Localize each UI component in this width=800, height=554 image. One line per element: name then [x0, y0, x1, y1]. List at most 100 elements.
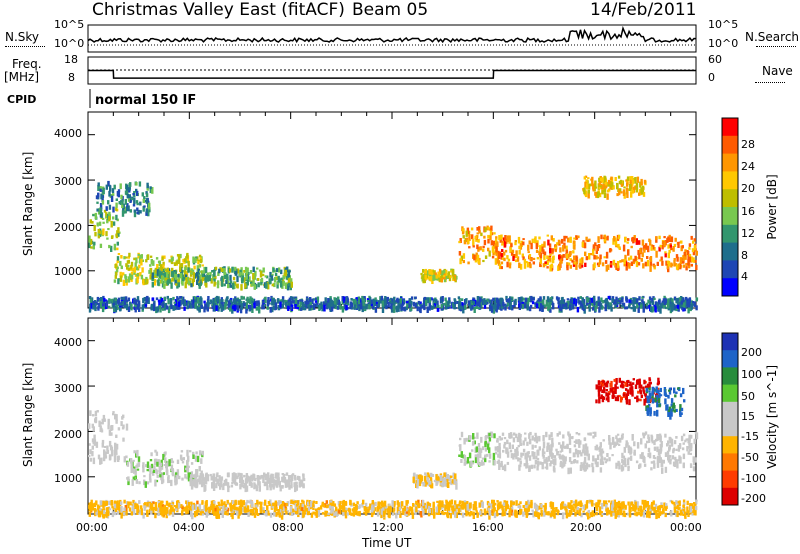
velocity-cell: [194, 455, 198, 462]
power-cell: [97, 302, 100, 306]
velocity-cell: [518, 435, 522, 442]
velocity-cell: [647, 434, 650, 440]
power-cell: [241, 275, 245, 282]
velocity-cell: [109, 455, 112, 460]
power-cell: [117, 297, 121, 303]
power-cell: [101, 217, 105, 220]
power-cell: [539, 262, 542, 267]
power-cell: [669, 243, 672, 246]
power-cell: [252, 277, 255, 285]
power-cell: [657, 306, 660, 311]
power-cell: [595, 192, 598, 198]
power-cell: [194, 257, 197, 263]
velocity-cell: [304, 505, 307, 512]
power-cell: [591, 181, 594, 187]
power-cell: [663, 295, 666, 298]
velocity-cell: [622, 455, 626, 459]
velocity-cell: [645, 397, 648, 403]
velocity-cell: [204, 484, 207, 490]
velocity-cell: [510, 506, 514, 513]
velocity-cell: [455, 504, 458, 509]
velocity-cell: [179, 454, 183, 460]
power-cell: [227, 300, 231, 306]
power-cell: [687, 306, 690, 314]
power-cell: [256, 267, 259, 270]
power-cell: [588, 253, 591, 260]
power-cell: [126, 203, 129, 208]
velocity-cell: [564, 456, 567, 462]
power-cell: [211, 306, 214, 309]
velocity-cell: [616, 433, 620, 436]
velocity-cell: [646, 383, 650, 389]
velocity-cell: [605, 397, 609, 401]
velocity-cell: [548, 434, 551, 441]
velocity-cell: [488, 512, 491, 520]
velocity-cell: [449, 481, 452, 484]
velocity-cell: [178, 475, 181, 480]
power-cell: [692, 240, 695, 244]
velocity-cell: [640, 394, 643, 398]
power-cell: [632, 186, 636, 193]
velocity-cell: [562, 434, 565, 439]
power-cell: [641, 252, 644, 258]
power-cell: [115, 233, 118, 237]
power-cell: [111, 188, 115, 193]
velocity-cell: [296, 475, 300, 480]
power-cell: [280, 269, 283, 275]
power-cell: [661, 300, 664, 305]
velocity-cell: [532, 511, 535, 518]
power-cell: [210, 278, 213, 284]
velocity-cell: [648, 381, 651, 388]
power-cell: [677, 241, 680, 248]
power-cell: [242, 296, 245, 300]
power-cell: [250, 305, 253, 311]
velocity-cell: [653, 389, 657, 392]
velocity-cell: [330, 499, 333, 507]
velocity-cell: [268, 503, 271, 506]
power-cell: [263, 282, 267, 288]
velocity-cell: [656, 446, 659, 453]
velocity-cell: [155, 468, 158, 474]
power-cell: [631, 183, 634, 186]
velocity-cell: [501, 465, 505, 470]
power-cell: [487, 226, 490, 230]
power-cell: [518, 245, 521, 249]
velocity-cell: [197, 478, 201, 482]
power-cell: [147, 210, 150, 217]
velocity-cell: [294, 481, 297, 486]
velocity-cell: [499, 501, 502, 507]
power-cell: [394, 301, 397, 304]
velocity-cell: [103, 449, 106, 456]
velocity-cell: [488, 447, 491, 454]
power-cell: [133, 266, 137, 273]
velocity-cell: [370, 510, 374, 518]
power-cell: [274, 272, 278, 276]
power-cell: [123, 299, 127, 306]
power-cell: [217, 271, 220, 276]
velocity-cell: [181, 510, 184, 516]
power-cell: [104, 299, 108, 302]
velocity-cell: [535, 455, 538, 460]
velocity-cell: [450, 499, 454, 505]
velocity-cell: [648, 390, 651, 393]
velocity-cell: [663, 502, 666, 509]
velocity-cell: [654, 503, 658, 510]
velocity-cell: [173, 505, 176, 508]
power-cell: [216, 297, 220, 300]
velocity-cell: [634, 384, 638, 389]
power-cell: [238, 273, 241, 277]
velocity-cell: [298, 484, 301, 488]
power-cell: [576, 306, 580, 313]
power-cell: [436, 300, 439, 305]
velocity-cell: [595, 399, 598, 404]
velocity-cell: [108, 429, 112, 436]
power-cell: [678, 302, 682, 309]
xtick-16: 16:00: [472, 521, 504, 534]
power-cell: [618, 188, 621, 196]
power-cell: [453, 304, 456, 310]
velocity-cell: [246, 475, 250, 482]
velocity-cell: [569, 467, 572, 474]
power-cell: [619, 260, 622, 263]
velocity-cell: [560, 446, 564, 452]
power-cell: [506, 261, 509, 268]
